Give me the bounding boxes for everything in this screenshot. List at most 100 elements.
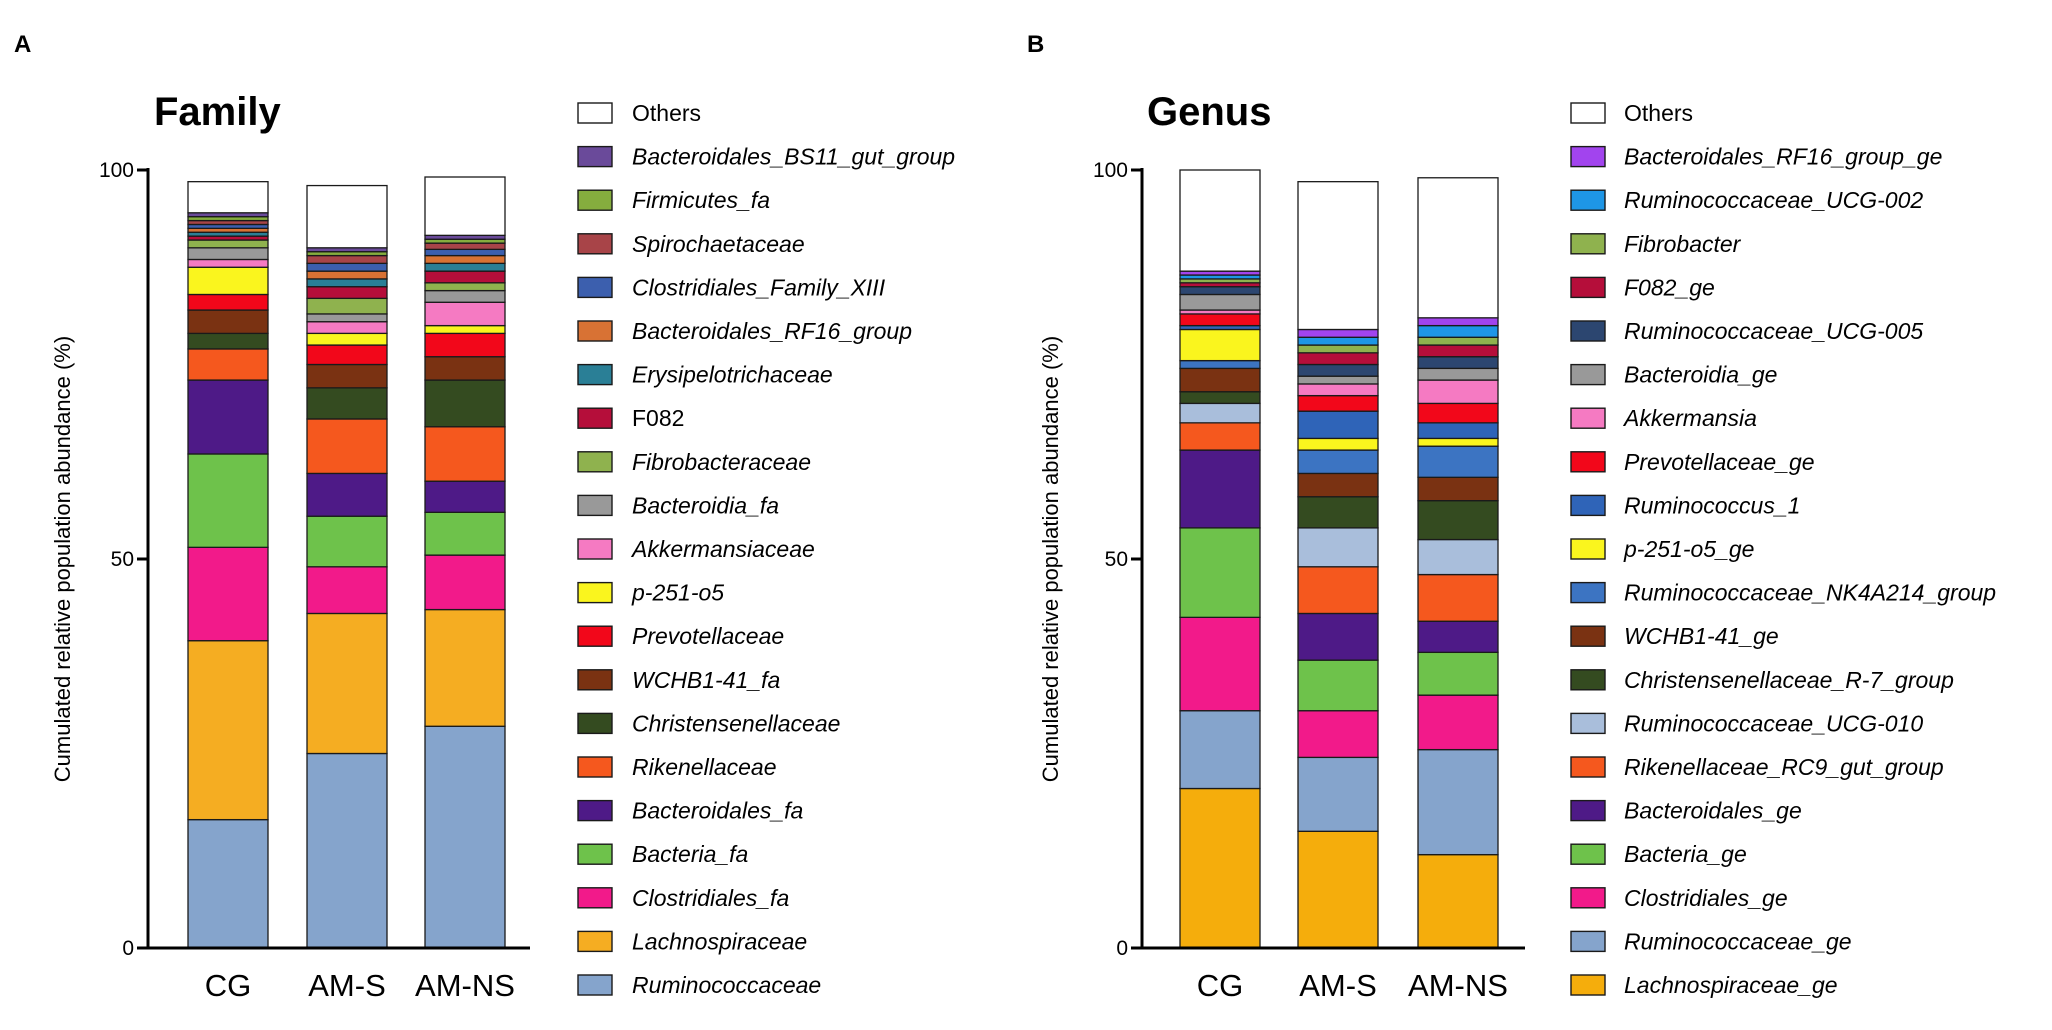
bar-segment: WCHB1-41_ge (AM-NS): 3 [1417,476,1499,502]
legend-swatch [1570,102,1606,124]
legend: Others Bacteroidales_RF16_group_ge Ruminoc… [1570,100,1996,998]
bar-segment: Clostridiales_ge (AM-NS): 7 [1417,694,1499,751]
bar-segment: Akkermansia (AM-S): 1.5 [1297,383,1379,397]
legend-swatch [577,625,613,647]
legend-label: Prevotellaceae_ge [1624,449,1815,475]
legend-label: Akkermansiaceae [630,536,815,562]
x-tick-label: AM-NS [1408,968,1508,1003]
legend-swatch [577,363,613,386]
bar-segment: Clostridiales_Family_XIII (AM-S): 1 [306,262,388,272]
legend-swatch [577,320,613,342]
legend-swatch [1570,712,1606,735]
legend-swatch [577,407,613,429]
bar-segment: Christensenellaceae_R-7_group (AM-S): 4 [1297,496,1379,529]
legend-label: Bacteroidales_BS11_gut_group [632,144,955,170]
bar-segment: Prevotellaceae_ge (AM-S): 2 [1297,394,1379,412]
bar-segment: p-251-o5_ge (CG): 4 [1179,328,1261,362]
legend-label: Bacteria_ge [1624,841,1747,867]
bar-segment: Clostridiales_ge (CG): 12 [1179,616,1261,712]
bar-segment: Rikenellaceae_RC9_gut_group (AM-NS): 6 [1417,573,1499,622]
bar-segment: Ruminococcaceae_ge (AM-S): 9.5 [1297,756,1379,832]
bar-segment: Ruminococcaceae (AM-NS): 28.5 [424,725,506,949]
legend-label: Erysipelotrichaceae [632,362,833,388]
legend-label: Christensenellaceae [632,710,840,736]
bar-segment: Bacteroidia_fa (AM-S): 1 [306,313,388,323]
bar-segment: Spirochaetaceae (AM-NS): 0.8 [424,242,506,251]
bar-segment: Ruminococcus_1 (AM-NS): 2 [1417,422,1499,440]
legend-swatch [1570,363,1606,386]
bar-segment: F082_ge (AM-NS): 1.5 [1417,344,1499,358]
legend-label: Bacteroidales_fa [632,798,803,824]
bar-segment: Bacteroidales_ge (CG): 10 [1179,449,1261,529]
legend-label: Others [1624,100,1693,126]
legend-label: p-251-o5 [631,580,724,606]
bar-segment: Bacteroidales_ge (AM-NS): 4 [1417,620,1499,654]
legend-label: WCHB1-41_ge [1624,623,1779,649]
bar-segment: Others (CG): 13 [1179,169,1261,272]
bar-segment: Prevotellaceae (AM-S): 2.5 [306,344,388,366]
bar-segment: Bacteroidia_fa (AM-NS): 1.5 [424,289,506,303]
bar-segment: Erysipelotrichaceae (AM-S): 1 [306,278,388,288]
bar-segment: Rikenellaceae (AM-S): 7 [306,418,388,475]
legend-swatch [577,145,613,168]
legend-label: Clostridiales_ge [1624,885,1788,911]
bar-segment: Bacteroidia_ge (CG): 2 [1179,293,1261,311]
bar-segment: WCHB1-41_fa (AM-S): 3 [306,363,388,389]
bar-segment: Ruminococcaceae (AM-S): 25 [306,752,388,949]
bar-segment: F082 (AM-S): 1.5 [306,286,388,300]
bar-segment: Fibrobacteraceae (CG): 1 [187,239,269,249]
bar-segment: Christensenellaceae (CG): 2 [187,332,269,350]
bar-segment: Lachnospiraceae_ge (AM-S): 15 [1297,830,1379,949]
legend-swatch [1570,625,1606,647]
bar-segment: Ruminococcaceae_NK4A214_group (AM-S): 3 [1297,449,1379,475]
bar-segment: Rikenellaceae (CG): 4 [187,348,269,381]
bar-segment: Clostridiales_Family_XIII (AM-NS): 0.8 [424,248,506,257]
legend-label: Spirochaetaceae [632,231,805,257]
bar-segment: Christensenellaceae_R-7_group (AM-NS): 5 [1417,499,1499,541]
bar-segment: Clostridiales_ge (AM-S): 6 [1297,710,1379,759]
legend-swatch [1570,145,1606,168]
bar-segment: Lachnospiraceae_ge (CG): 20.5 [1179,787,1261,949]
legend-swatch [577,756,613,778]
legend-swatch [1570,843,1606,865]
bar-segment: Bacteroidales_RF16_group_ge (AM-NS): 1 [1417,317,1499,327]
legend-swatch [577,974,613,996]
legend-label: Fibrobacter [1624,231,1742,257]
legend-swatch [1570,799,1606,822]
legend-label: Bacteria_fa [632,841,748,867]
chart-title: Genus [1147,90,1271,134]
bar-segment: Ruminococcaceae_UCG-010 (AM-NS): 4.5 [1417,538,1499,576]
legend-swatch [1570,581,1606,604]
legend-label: Ruminococcaceae [632,972,821,998]
legend-label: Bacteroidia_fa [632,492,779,518]
legend-label: Others [632,100,701,126]
legend-swatch [577,494,613,517]
bar-segment: Christensenellaceae_R-7_group (CG): 1.5 [1179,391,1261,405]
legend-swatch [577,930,613,953]
bar-segment: Bacteroidia_ge (AM-NS): 1.5 [1417,367,1499,381]
bar-segment: Others (CG): 4 [187,181,269,214]
bar-segment: Fibrobacteraceae (AM-S): 2 [306,297,388,315]
bar-segment: Bacteroidales_ge (AM-S): 6 [1297,612,1379,661]
legend-swatch [1570,320,1606,342]
bar-segment: Bacteroidia_ge (AM-S): 1 [1297,375,1379,385]
y-tick-label: 0 [1116,937,1128,960]
x-tick-label: AM-NS [415,968,515,1003]
legend-label: Firmicutes_fa [632,187,770,213]
legend-swatch [577,799,613,822]
legend-label: Akkermansia [1622,405,1757,431]
legend-label: Ruminococcaceae_NK4A214_group [1624,580,1996,606]
bar-segment: Akkermansiaceae (AM-NS): 3 [424,301,506,327]
bar-segment: Bacteroidia_fa (CG): 1.5 [187,247,269,261]
bar-segment: Spirochaetaceae (AM-S): 1 [306,254,388,265]
bar-segment: WCHB1-41_fa (CG): 3 [187,309,269,335]
legend-label: Bacteroidales_RF16_group_ge [1624,144,1942,170]
legend-label: Clostridiales_Family_XIII [632,274,886,300]
legend-label: Bacteroidia_ge [1624,362,1777,388]
bar-segment: WCHB1-41_fa (AM-NS): 3 [424,356,506,381]
legend-swatch [1570,887,1606,909]
legend-label: Ruminococcaceae_UCG-005 [1624,318,1923,344]
bar-segment: Fibrobacter (AM-S): 1 [1297,344,1379,354]
legend-swatch [1570,669,1606,691]
